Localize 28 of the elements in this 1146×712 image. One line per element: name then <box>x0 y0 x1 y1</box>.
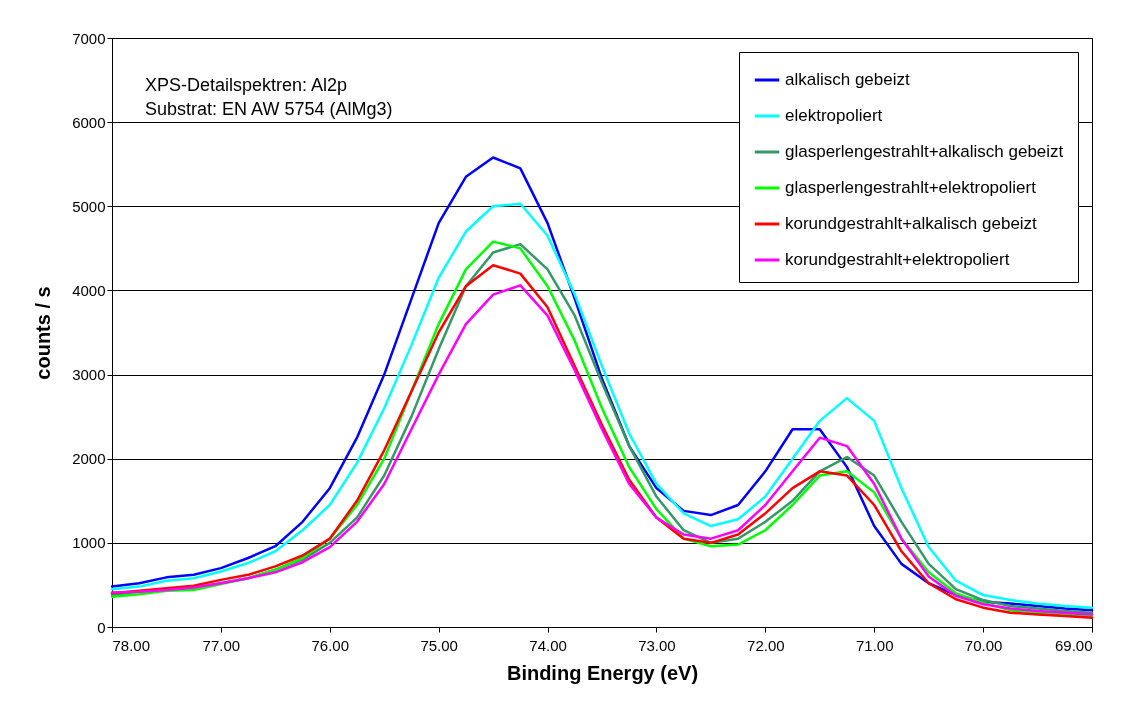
x-tick-label: 75.00 <box>420 636 458 654</box>
y-axis-title: counts / s <box>32 286 55 380</box>
legend-label: glasperlengestrahlt+alkalisch gebeizt <box>785 142 1064 161</box>
x-tick-label: 70.00 <box>964 636 1003 654</box>
annotation: Substrat: EN AW 5754 (AlMg3) <box>145 99 393 119</box>
legend-label: alkalisch gebeizt <box>785 70 911 89</box>
y-tick-label: 4000 <box>72 281 106 299</box>
y-tick-label: 1000 <box>72 534 106 552</box>
y-tick-label: 2000 <box>72 450 106 468</box>
y-tick-label: 7000 <box>72 29 106 47</box>
x-tick-label: 72.00 <box>747 636 785 654</box>
x-axis-title: Binding Energy (eV) <box>506 661 699 684</box>
x-tick-label: 73.00 <box>638 636 676 654</box>
x-tick-label: 76.00 <box>311 636 350 654</box>
x-tick-label: 78.00 <box>112 636 151 654</box>
legend-label: korundgestrahlt+elektropoliert <box>785 250 1010 269</box>
legend-label: elektropoliert <box>785 106 883 125</box>
y-tick-label: 0 <box>97 618 106 636</box>
x-tick-label: 69.00 <box>1054 636 1093 654</box>
y-tick-label: 5000 <box>72 197 106 215</box>
annotation: XPS-Detailspektren: Al2p <box>145 75 348 95</box>
y-tick-label: 6000 <box>72 113 106 131</box>
legend-label: glasperlengestrahlt+elektropoliert <box>785 178 1037 197</box>
x-tick-label: 74.00 <box>529 636 567 654</box>
legend-label: korundgestrahlt+alkalisch gebeizt <box>785 214 1038 233</box>
x-tick-label: 71.00 <box>855 636 894 654</box>
y-tick-label: 3000 <box>72 366 106 384</box>
x-tick-label: 77.00 <box>202 636 241 654</box>
